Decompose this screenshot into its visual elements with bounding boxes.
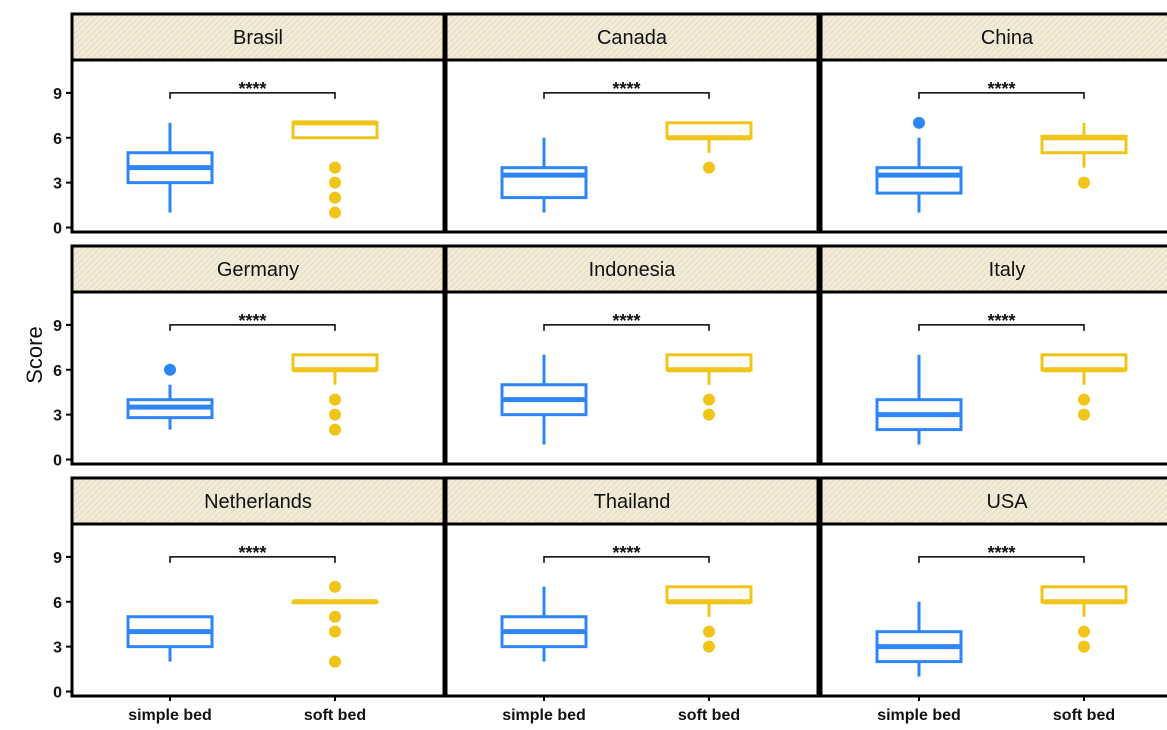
panel-title: Canada [597,27,668,49]
panel-title: China [981,27,1034,49]
significance-bracket [169,92,336,99]
panel-title: Italy [989,259,1026,281]
y-tick-label: 6 [53,595,62,612]
x-tick-label: simple bed [502,707,586,724]
outlier-point [913,116,925,129]
y-tick-label: 3 [53,640,62,657]
panel-title: Thailand [594,491,671,513]
panel-title: Brasil [233,27,283,49]
panel-frame [444,522,820,698]
panel-title: Germany [217,259,299,281]
outlier-point [329,161,341,174]
panel-title: Indonesia [589,259,677,281]
significance-bracket [543,324,710,331]
panel-frame [70,522,446,698]
y-tick-label: 0 [53,685,62,702]
outlier-point [703,408,715,421]
outlier-point [1078,393,1090,406]
significance-bracket [169,556,336,563]
y-tick-label: 6 [53,363,62,380]
outlier-point [703,393,715,406]
significance-bracket [918,92,1085,99]
significance-bracket [918,324,1085,331]
outlier-point [329,625,341,638]
significance-label: **** [612,311,640,331]
outlier-point [329,655,341,668]
panel-frame [819,290,1167,466]
y-tick-label: 3 [53,176,62,193]
panel-strip [70,476,446,526]
panel-strip [70,12,446,62]
significance-bracket [543,556,710,563]
outlier-point [164,363,176,376]
panel-frame [70,290,446,466]
outlier-point [703,640,715,653]
box-body [875,166,963,195]
y-tick-label: 6 [53,131,62,148]
x-tick-label: simple bed [877,707,961,724]
significance-label: **** [238,311,266,331]
y-tick-label: 0 [53,221,62,238]
panel-frame [819,58,1167,234]
y-tick-label: 9 [53,318,62,335]
outlier-point [329,393,341,406]
y-tick-label: 3 [53,408,62,425]
outlier-point [703,161,715,174]
panel-strip [819,476,1167,526]
outlier-point [329,176,341,189]
panel-frame [444,58,820,234]
outlier-point [1078,176,1090,189]
significance-bracket [169,324,336,331]
panel-frame [444,290,820,466]
outlier-point [1078,625,1090,638]
panel-strip [70,244,446,294]
outlier-point [329,206,341,219]
panel-title: USA [986,491,1028,513]
box-body [500,166,588,200]
panel-strip [444,244,820,294]
outlier-point [329,408,341,421]
outlier-point [1078,640,1090,653]
panel-title: Netherlands [204,491,312,513]
significance-label: **** [612,543,640,563]
outlier-point [329,580,341,593]
outlier-point [1078,408,1090,421]
y-tick-label: 0 [53,453,62,470]
significance-label: **** [612,79,640,99]
x-tick-label: soft bed [304,707,366,724]
outlier-point [703,625,715,638]
y-tick-label: 9 [53,550,62,567]
panel-frame [70,58,446,234]
x-tick-label: soft bed [678,707,740,724]
y-tick-label: 9 [53,86,62,103]
significance-label: **** [238,79,266,99]
significance-bracket [543,92,710,99]
significance-bracket [918,556,1085,563]
significance-label: **** [238,543,266,563]
x-tick-label: soft bed [1053,707,1115,724]
outlier-point [329,191,341,204]
x-tick-label: simple bed [128,707,212,724]
significance-label: **** [987,543,1015,563]
significance-label: **** [987,311,1015,331]
panel-strip [819,12,1167,62]
outlier-point [329,423,341,436]
panel-frame [819,522,1167,698]
outlier-point [329,610,341,623]
panel-strip [444,476,820,526]
y-axis-title: Score [22,326,47,383]
significance-label: **** [987,79,1015,99]
